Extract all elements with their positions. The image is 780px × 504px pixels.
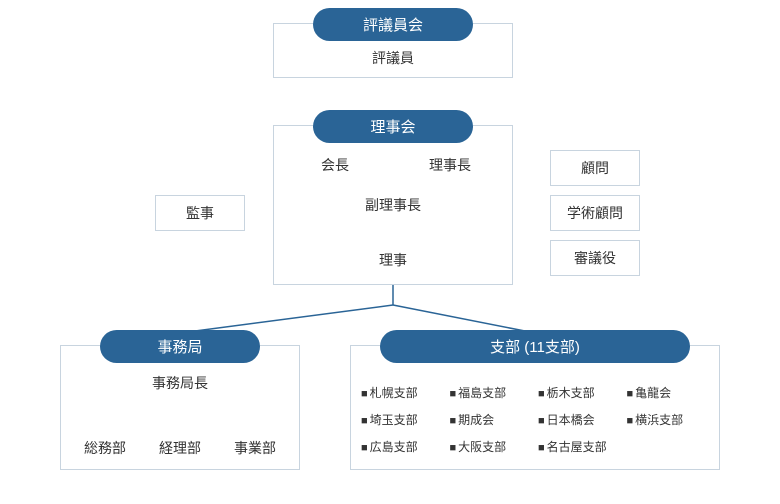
branch-item: 横浜支部 — [627, 411, 710, 428]
branch-item: 亀龍会 — [627, 384, 710, 401]
branch-pill: 支部 (11支部) — [380, 330, 690, 363]
branch-item: 日本橋会 — [538, 411, 621, 428]
secretariat-dept-accounting: 経理部 — [145, 438, 215, 458]
secretariat-dept-business: 事業部 — [220, 438, 290, 458]
branch-item: 広島支部 — [361, 438, 444, 455]
board-chairperson: 会長 — [300, 155, 370, 175]
academic-advisor-box: 学術顧問 — [550, 195, 640, 231]
branch-grid: 札幌支部福島支部栃木支部亀龍会埼玉支部期成会日本橋会横浜支部広島支部大阪支部名古… — [361, 384, 709, 455]
secretariat-dept-general: 総務部 — [70, 438, 140, 458]
branch-item: 期成会 — [450, 411, 533, 428]
secretariat-director: 事務局長 — [60, 373, 300, 393]
auditor-box: 監事 — [155, 195, 245, 231]
board-director: 理事 — [273, 250, 513, 270]
branch-item: 札幌支部 — [361, 384, 444, 401]
branch-item: 名古屋支部 — [538, 438, 621, 455]
branch-box: 札幌支部福島支部栃木支部亀龍会埼玉支部期成会日本橋会横浜支部広島支部大阪支部名古… — [350, 345, 720, 470]
branch-item: 大阪支部 — [450, 438, 533, 455]
advisor-box: 顧問 — [550, 150, 640, 186]
board-vice-president: 副理事長 — [273, 195, 513, 215]
deliberation-box: 審議役 — [550, 240, 640, 276]
board-president: 理事長 — [415, 155, 485, 175]
branch-item: 埼玉支部 — [361, 411, 444, 428]
councilors-pill: 評議員会 — [313, 8, 473, 41]
secretariat-pill: 事務局 — [100, 330, 260, 363]
councilors-member: 評議員 — [273, 48, 513, 68]
board-pill: 理事会 — [313, 110, 473, 143]
branch-item: 福島支部 — [450, 384, 533, 401]
branch-item: 栃木支部 — [538, 384, 621, 401]
